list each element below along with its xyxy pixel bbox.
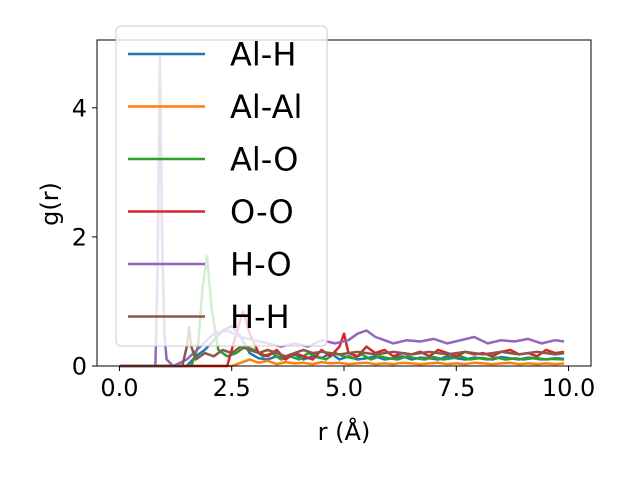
x-axis-label: r (Å): [318, 417, 371, 446]
y-tick-label: 0: [72, 353, 87, 381]
series-line-h-h: [119, 326, 565, 368]
legend-label-al-h: Al-H: [230, 36, 296, 74]
y-axis-label: g(r): [36, 182, 64, 226]
legend-label-o-o: O-O: [230, 193, 294, 231]
x-tick-label: 2.5: [213, 374, 251, 402]
legend-label-h-o: H-O: [230, 246, 292, 284]
series-line-al-al: [119, 358, 565, 368]
series-line-h-o: [119, 54, 565, 368]
x-tick-label: 7.5: [437, 374, 475, 402]
y-tick-label: 2: [72, 223, 87, 251]
x-tick-label: 5.0: [325, 374, 363, 402]
legend-label-al-o: Al-O: [230, 141, 298, 179]
legend-label-h-h: H-H: [230, 298, 290, 336]
y-tick-label: 4: [72, 94, 87, 122]
x-tick-label: 10.0: [542, 374, 595, 402]
legend-box: [115, 25, 328, 347]
x-tick-label: 0.0: [100, 374, 138, 402]
legend-label-al-al: Al-Al: [230, 88, 302, 126]
ticks-layer: 0.0 2.5 5.0 7.5 10.0 0 2 4: [72, 94, 596, 402]
legend: Al-H Al-Al Al-O O-O H-O H-H: [115, 25, 328, 347]
